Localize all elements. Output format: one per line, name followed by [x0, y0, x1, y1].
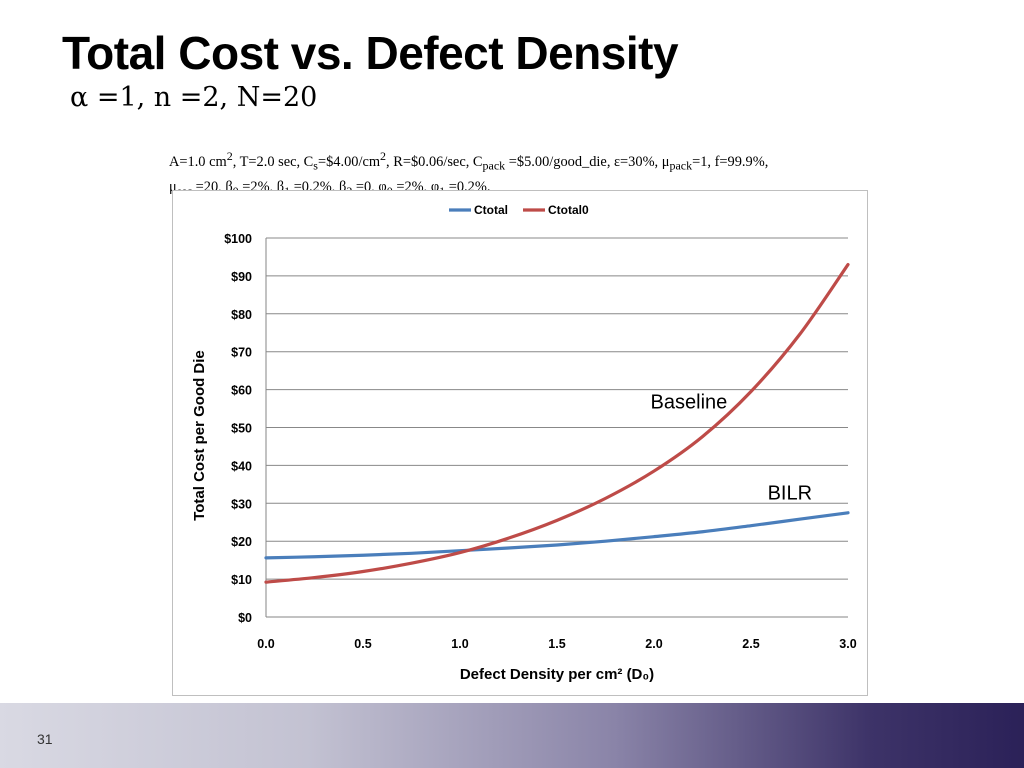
y-tick-label: $90 [231, 270, 252, 284]
footer-bar [0, 703, 1024, 768]
y-tick-label: $100 [224, 232, 252, 246]
chart-area: Ctotal Ctotal0 $0 $10 $20 $30 $40 $50 $60 $70 $80… [172, 190, 868, 696]
y-tick-label: $10 [231, 573, 252, 587]
series-line-ctotal [264, 511, 850, 560]
y-tick-label: $30 [231, 497, 252, 511]
slide-title: Total Cost vs. Defect Density [62, 27, 679, 79]
x-tick-label: 2.5 [742, 637, 759, 651]
y-tick-label: $70 [231, 346, 252, 360]
legend-label: Ctotal0 [548, 203, 589, 217]
parameter-line-1: A=1.0 cm2, T=2.0 sec, Cs=$4.00/cm2, R=$0… [169, 149, 769, 173]
y-tick-label: $80 [231, 308, 252, 322]
slide-number: 31 [37, 731, 53, 747]
x-axis-title: Defect Density per cm² (D₀) [460, 666, 654, 683]
x-tick-label: 3.0 [839, 637, 856, 651]
slide-subtitle: α =1, n =2, N=20 [70, 82, 318, 113]
legend-label: Ctotal [474, 203, 508, 217]
y-axis-title: Total Cost per Good Die [191, 350, 208, 521]
y-tick-label: $20 [231, 535, 252, 549]
annotation-label: Baseline [651, 392, 728, 414]
annotation-label: BILR [768, 483, 812, 505]
x-tick-label: 2.0 [645, 637, 662, 651]
x-tick-label: 0.5 [354, 637, 371, 651]
cost-line-chart: Ctotal Ctotal0 $0 $10 $20 $30 $40 $50 $60 $70 $80… [191, 203, 857, 683]
x-tick-label: 1.5 [548, 637, 565, 651]
series-line-ctotal0 [264, 262, 850, 584]
y-tick-label: $60 [231, 384, 252, 398]
x-tick-label: 1.0 [451, 637, 468, 651]
y-tick-label: $50 [231, 422, 252, 436]
x-tick-label: 0.0 [257, 637, 274, 651]
y-tick-label: $40 [231, 459, 252, 473]
y-tick-label: $0 [238, 611, 252, 625]
